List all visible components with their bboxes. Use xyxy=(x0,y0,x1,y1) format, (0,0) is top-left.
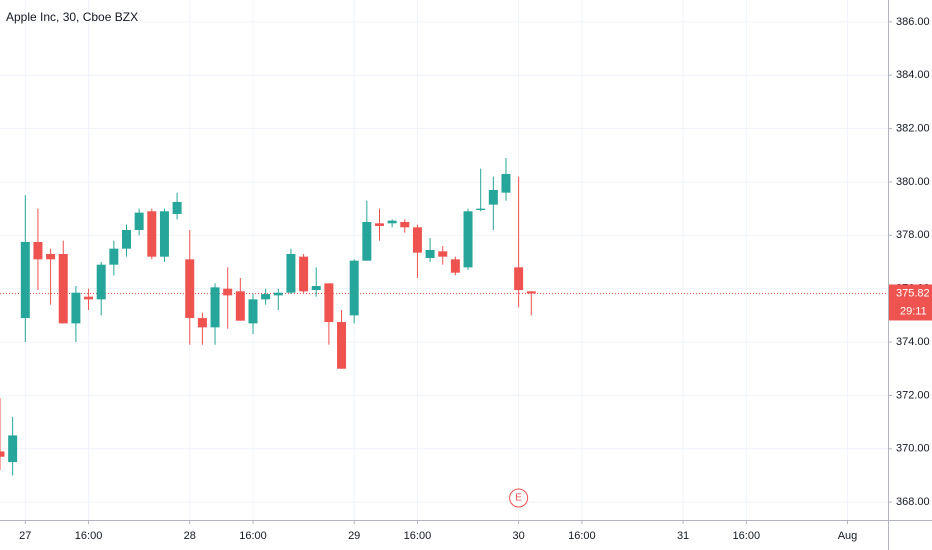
candle-body xyxy=(33,241,43,260)
candle-body xyxy=(235,291,245,321)
y-tick-label: 370.00 xyxy=(896,443,930,455)
candle-body xyxy=(96,264,106,300)
candle-body xyxy=(185,259,195,319)
candle-body xyxy=(514,267,524,291)
candle-body xyxy=(374,223,384,226)
candle-body xyxy=(476,208,486,210)
x-tick-label: 31 xyxy=(677,530,689,542)
candle-body xyxy=(58,253,68,324)
candle-body xyxy=(223,288,233,296)
x-tick-label: 16:00 xyxy=(239,530,267,542)
event-marker-label: E xyxy=(515,493,522,504)
candle-body xyxy=(324,283,334,323)
x-tick-label: 16:00 xyxy=(733,530,761,542)
candle-body xyxy=(147,211,157,257)
x-tick-label: 27 xyxy=(19,530,31,542)
candle-body xyxy=(425,249,435,258)
candle-body xyxy=(337,322,347,369)
candle-body xyxy=(463,211,473,268)
candle-body xyxy=(20,241,30,319)
last-price-label: 375.82 xyxy=(896,287,930,299)
candle-body xyxy=(84,296,94,300)
grid xyxy=(0,0,888,520)
candle-body xyxy=(197,318,207,328)
candle-body xyxy=(273,292,283,296)
y-tick-label: 380.00 xyxy=(896,176,930,188)
candle-body xyxy=(46,253,56,260)
countdown-label: 29:11 xyxy=(900,305,927,317)
candle-body xyxy=(526,291,536,294)
x-tick-label: 30 xyxy=(513,530,525,542)
candle-body xyxy=(0,451,5,457)
x-tick-label: 16:00 xyxy=(568,530,596,542)
candle-body xyxy=(134,212,144,230)
candle-body xyxy=(438,251,448,257)
y-tick-label: 374.00 xyxy=(896,336,930,348)
candle-body xyxy=(159,211,169,257)
candles xyxy=(0,157,536,476)
candle-body xyxy=(286,253,296,293)
candle-body xyxy=(248,299,258,324)
x-tick-label: 28 xyxy=(184,530,196,542)
x-tick-label: 16:00 xyxy=(75,530,103,542)
y-tick-label: 382.00 xyxy=(896,123,930,135)
event-marker xyxy=(509,488,529,508)
candle-body xyxy=(349,260,359,316)
candle-body xyxy=(362,221,372,261)
last-price-box xyxy=(889,284,932,303)
countdown-box xyxy=(889,302,932,321)
candle-body xyxy=(450,259,460,273)
chart-title: Apple Inc, 30, Cboe BZX xyxy=(6,10,138,24)
candle-body xyxy=(172,201,182,214)
candle-body xyxy=(210,287,220,328)
candle-body xyxy=(261,294,271,300)
candle-body xyxy=(501,173,511,193)
y-tick-label: 384.00 xyxy=(896,69,930,81)
candle-body xyxy=(121,229,131,249)
y-tick-label: 378.00 xyxy=(896,229,930,241)
x-tick-label: 16:00 xyxy=(404,530,432,542)
y-tick-label: 372.00 xyxy=(896,389,930,401)
y-tick-label: 386.00 xyxy=(896,16,930,28)
y-tick-label: 368.00 xyxy=(896,496,930,508)
x-tick-label: 29 xyxy=(348,530,360,542)
candle-body xyxy=(299,256,309,292)
x-tick-label: Aug xyxy=(838,530,858,542)
candle-body xyxy=(400,221,410,228)
candle-body xyxy=(71,292,81,324)
candle-body xyxy=(488,189,498,205)
candle-body xyxy=(8,435,18,463)
axes: 368.00370.00372.00374.00376.00378.00380.… xyxy=(19,16,932,542)
candle-body xyxy=(412,227,422,253)
candle-body xyxy=(387,220,397,224)
candle-body xyxy=(311,286,321,291)
candle-body xyxy=(109,248,119,265)
